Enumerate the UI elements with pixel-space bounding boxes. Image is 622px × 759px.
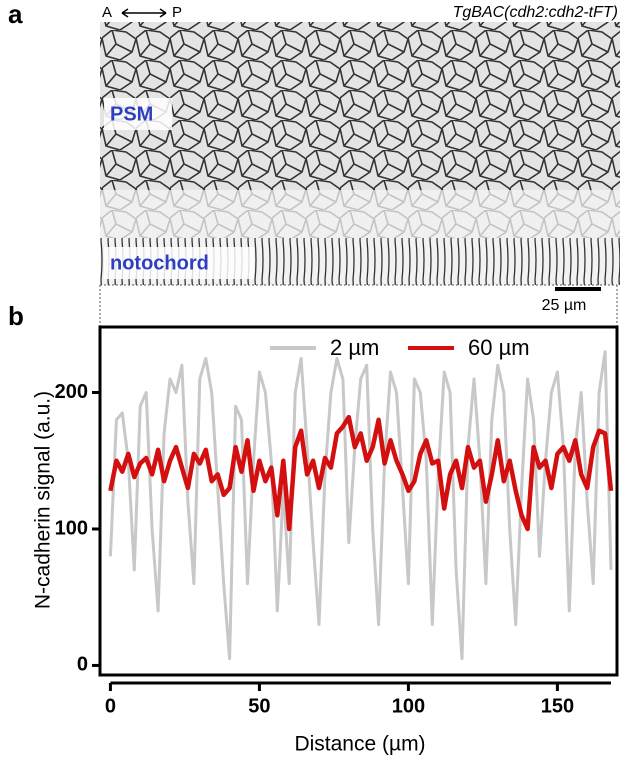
label-bg: [104, 98, 172, 130]
region-label: notochord: [110, 252, 209, 274]
micrograph-band: [100, 190, 620, 240]
panel-label: b: [8, 301, 24, 331]
transgene: TgBAC(cdh2:cdh2-tFT): [453, 4, 618, 21]
label-bg: [104, 247, 254, 279]
series-line: [108, 350, 613, 661]
y-tick-label: 0: [77, 654, 88, 676]
axis-p: P: [172, 4, 182, 21]
x-tick-label: 100: [392, 695, 425, 717]
ap-arrow: [121, 8, 167, 18]
y-axis-title: N-cadherin signal (a.u.): [32, 391, 55, 609]
x-tick-label: 150: [541, 695, 574, 717]
y-tick-label: 100: [55, 517, 88, 539]
x-tick-label: 50: [248, 695, 270, 717]
axis-a: A: [102, 4, 112, 21]
legend-label: 2 µm: [330, 335, 379, 360]
plot-frame: [98, 325, 619, 677]
panel-a: a A P TgBAC(cdh2:cdh2-tFT) PSM notochord…: [8, 0, 620, 327]
x-axis-title: Distance (µm): [294, 733, 425, 756]
panel-label: a: [8, 0, 23, 29]
y-tick-label: 200: [55, 381, 88, 403]
x-tick-label: 0: [105, 695, 116, 717]
legend-label: 60 µm: [468, 335, 530, 360]
scale-bar-label: 25 µm: [542, 297, 587, 314]
series-line: [108, 414, 614, 532]
region-label: PSM: [110, 103, 153, 125]
